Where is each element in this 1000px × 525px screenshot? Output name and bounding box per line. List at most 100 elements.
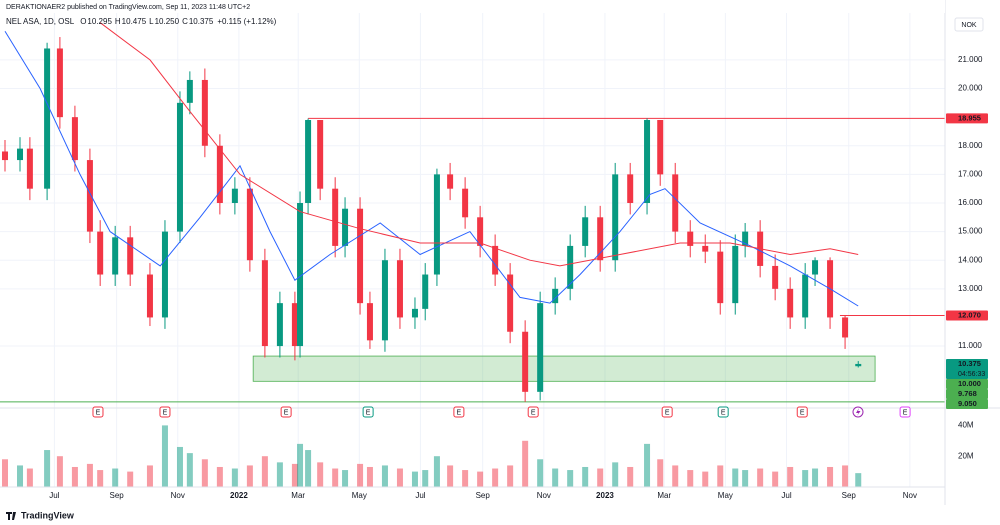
- header: DERAKTIONAER2 published on TradingView.c…: [6, 4, 250, 11]
- candle-body: [231, 188, 238, 203]
- candle-body: [201, 79, 208, 146]
- volume-tick-label: 20M: [958, 451, 974, 460]
- legend-value: 10.295: [87, 17, 112, 26]
- volume-bar: [597, 468, 604, 487]
- y-tick-label: 16.000: [958, 198, 983, 207]
- candle-body: [772, 265, 779, 289]
- candle-body: [522, 331, 529, 392]
- volume-bar: [366, 466, 373, 487]
- event-marker: [796, 406, 808, 418]
- volume-bar: [552, 468, 559, 487]
- volume-bar: [357, 463, 364, 487]
- y-tick-label: 21.000: [958, 55, 983, 64]
- y-tick-label: 15.000: [958, 227, 983, 236]
- event-label: E: [665, 409, 670, 416]
- x-tick-label: May: [352, 491, 367, 500]
- candle-body: [276, 303, 283, 347]
- x-tick-label: Nov: [537, 491, 551, 500]
- top-mask: [0, 0, 945, 13]
- price-label-box: [946, 310, 988, 321]
- candle-body: [672, 174, 679, 232]
- x-tick-label: Jul: [49, 491, 59, 500]
- y-tick-label: 20.000: [958, 84, 983, 93]
- footer-logo: [6, 512, 16, 520]
- candle-body: [742, 231, 749, 246]
- candle-body: [507, 274, 514, 332]
- volume-bar: [842, 465, 849, 487]
- volume-bar: [411, 471, 418, 487]
- y-tick-label: 17.000: [958, 169, 983, 178]
- candle-body: [261, 260, 268, 347]
- axes: 21.000 20.000 18.000 17.000 16.000 15.000 14.0…: [49, 55, 983, 500]
- volume-bar: [161, 425, 168, 487]
- event-marker: [661, 406, 673, 418]
- event-label: E: [800, 409, 805, 416]
- candle-body: [597, 217, 604, 261]
- volume-bar: [246, 465, 253, 487]
- volume-tick-label: 40M: [958, 421, 974, 430]
- volume-bar: [433, 456, 440, 487]
- legend-key: H: [115, 17, 121, 26]
- candle-body: [342, 208, 349, 246]
- event-label: E: [531, 409, 536, 416]
- candle-body: [86, 160, 93, 232]
- x-tick-label: May: [718, 491, 733, 500]
- candle-body: [17, 148, 24, 161]
- candle-body: [582, 217, 589, 246]
- volume-bar: [492, 468, 499, 487]
- legend-value: 10.475: [122, 17, 147, 26]
- candle-body: [317, 120, 324, 189]
- volume-bar: [396, 468, 403, 487]
- candle-body: [787, 288, 794, 318]
- price-label-box: [946, 378, 988, 389]
- event-label: E: [163, 409, 168, 416]
- x-tick-label: Nov: [171, 491, 185, 500]
- candle-body: [186, 79, 193, 103]
- event-marker: [92, 406, 104, 418]
- volume-bar: [56, 456, 63, 487]
- legend-change: +0.115 (+1.12%): [217, 17, 276, 26]
- currency: NOK: [961, 22, 977, 29]
- price-label: 10.000: [958, 379, 981, 388]
- volume-bar: [717, 465, 724, 487]
- candle-body: [357, 208, 364, 304]
- candle-body: [381, 260, 388, 341]
- volume-bar: [127, 471, 134, 487]
- x-tick-label: Sep: [110, 491, 125, 500]
- candle-body: [717, 251, 724, 304]
- candle-body: [422, 274, 429, 309]
- candle-body: [855, 363, 862, 367]
- event-marker: [527, 406, 539, 418]
- price-label-box: [946, 388, 988, 399]
- legend-key: L: [149, 17, 154, 26]
- volume-bar: [2, 459, 8, 487]
- volume-bar: [757, 468, 764, 487]
- volume-bar: [231, 468, 238, 487]
- candle-body: [462, 188, 469, 218]
- x-tick-label: Nov: [903, 491, 917, 500]
- volume-bar: [855, 473, 862, 487]
- legend-value: 10.250: [155, 17, 180, 26]
- volume-bar: [112, 468, 119, 487]
- candle-body: [702, 245, 709, 252]
- candle-body: [112, 237, 119, 275]
- x-tick-label: Sep: [476, 491, 491, 500]
- volume-bar: [276, 462, 283, 487]
- volume-bar: [332, 468, 339, 487]
- price-label-box: [946, 113, 988, 124]
- volume-bar: [216, 466, 223, 487]
- legend-key: O: [80, 17, 86, 26]
- y-tick-label: 11.000: [958, 341, 982, 350]
- price-label: 18.955: [958, 113, 981, 122]
- candle-body: [477, 217, 484, 246]
- volume-bar: [732, 468, 739, 487]
- currency-box: [954, 17, 984, 32]
- legend: NEL ASA, 1D, OSL O 10.295 H 10.475 L 10.250 C 10…: [6, 17, 277, 26]
- volume-bar: [186, 453, 193, 487]
- volume-bar: [422, 470, 429, 487]
- candle-body: [2, 151, 8, 161]
- event-label: E: [284, 409, 289, 416]
- volume-bar: [477, 471, 484, 487]
- volume-bar: [537, 459, 544, 487]
